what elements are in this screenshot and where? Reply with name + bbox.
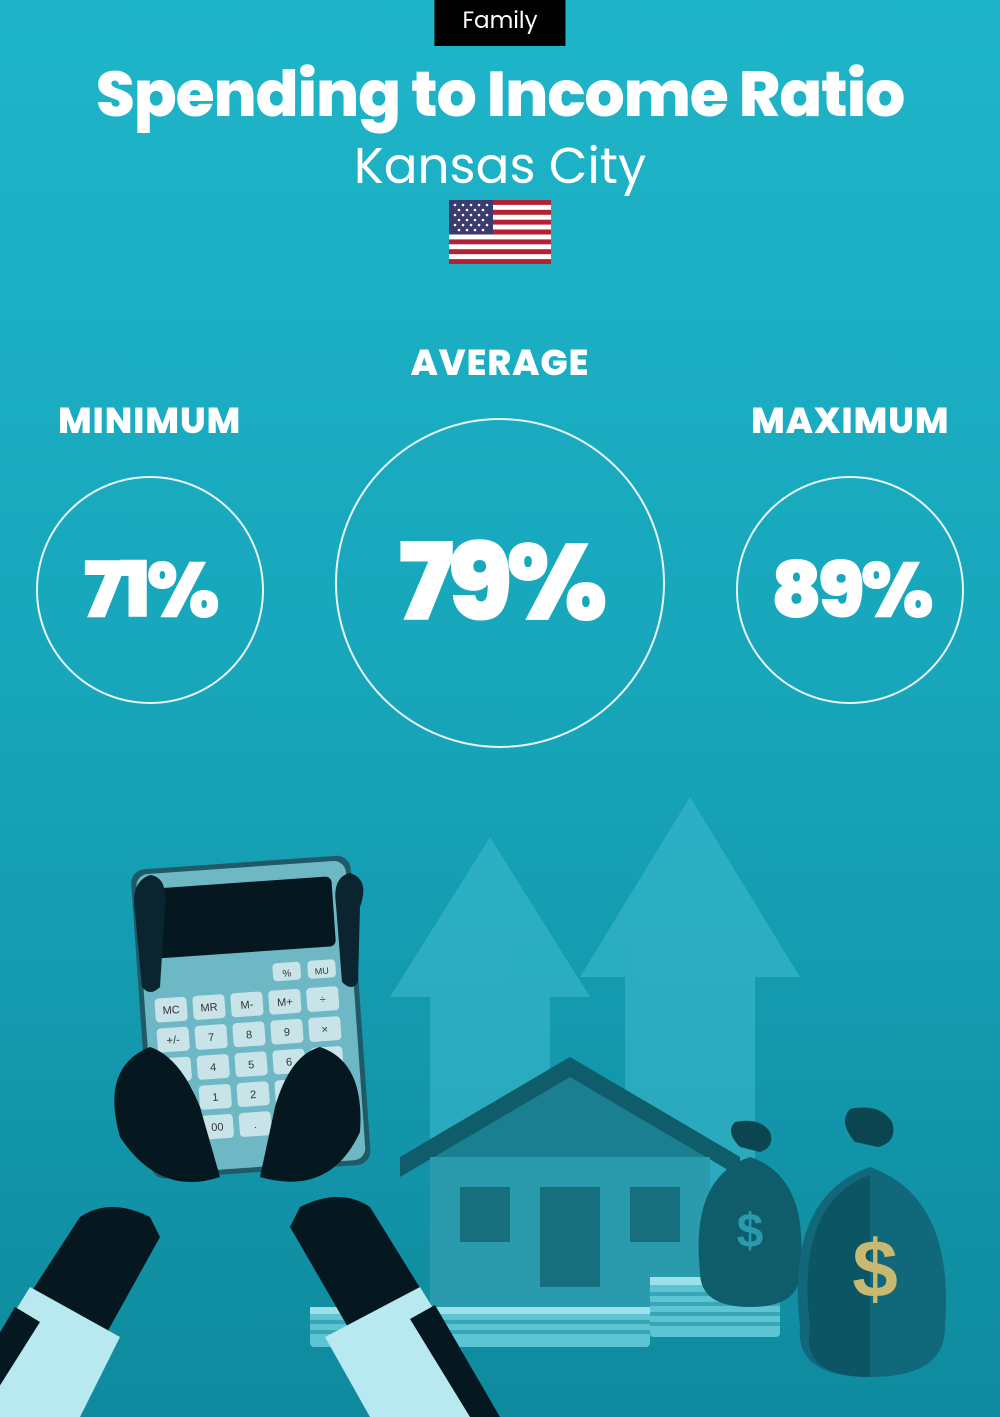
stat-maximum-value: 89% [771,532,930,649]
svg-text:M+: M+ [277,996,293,1009]
svg-text:00: 00 [211,1121,224,1134]
category-badge: Family [434,0,565,46]
svg-text:2: 2 [250,1089,257,1101]
page-subtitle: Kansas City [0,128,1000,204]
svg-text:MR: MR [200,1001,218,1014]
svg-text:×: × [321,1024,328,1036]
stats-row: MINIMUM 71% AVERAGE 79% MAXIMUM 89% [0,335,1000,748]
stat-average: AVERAGE 79% [335,335,665,748]
svg-text:M-: M- [240,999,254,1012]
stat-average-value: 79% [398,502,601,664]
stat-minimum-label: MINIMUM [58,393,241,448]
finance-illustration: $ $ % MU [0,797,1000,1417]
stat-maximum-circle: 89% [736,476,964,704]
stat-minimum: MINIMUM 71% [36,393,264,704]
svg-text:MU: MU [314,966,329,977]
stat-maximum: MAXIMUM 89% [736,393,964,704]
svg-text:MC: MC [162,1004,180,1017]
badge-label: Family [462,5,537,37]
stat-average-circle: 79% [335,418,665,748]
svg-text:$: $ [737,1205,764,1258]
svg-text:9: 9 [284,1026,291,1038]
flag-icon [449,200,551,271]
svg-text:4: 4 [210,1062,217,1074]
svg-text:5: 5 [248,1059,255,1071]
svg-text:%: % [282,968,292,980]
stat-minimum-circle: 71% [36,476,264,704]
stat-average-label: AVERAGE [411,335,590,390]
stat-maximum-label: MAXIMUM [751,393,949,448]
svg-text:8: 8 [246,1029,253,1041]
svg-text:+/-: +/- [166,1034,180,1047]
stat-minimum-value: 71% [84,532,216,649]
svg-text:1: 1 [212,1092,219,1104]
svg-text:$: $ [852,1224,898,1315]
svg-text:7: 7 [208,1032,215,1044]
svg-text:6: 6 [286,1056,293,1068]
svg-text:÷: ÷ [319,994,326,1006]
